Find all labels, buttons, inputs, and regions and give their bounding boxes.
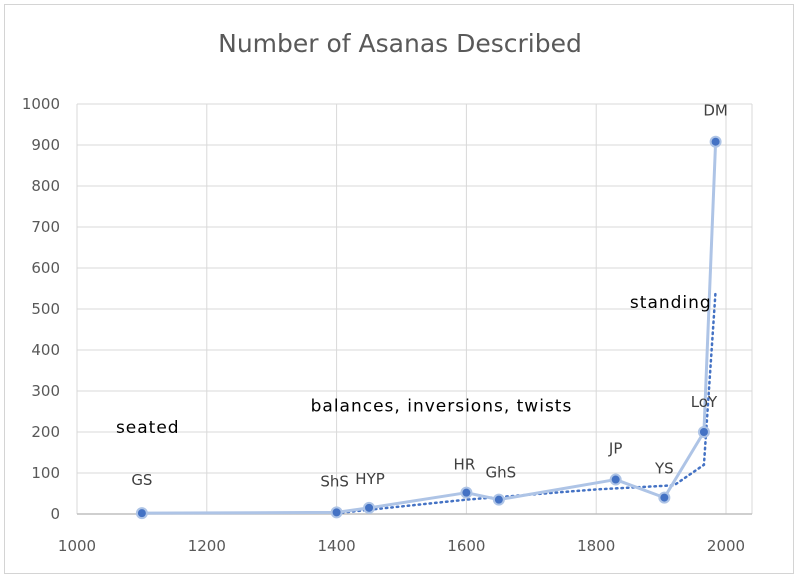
x-tick-labels: 1000 1200 1400 1600 1800 2000 bbox=[58, 537, 745, 555]
x-tick-label: 1600 bbox=[447, 537, 485, 555]
data-point-marker bbox=[709, 135, 722, 148]
data-label: HR bbox=[454, 456, 476, 474]
chart-title: Number of Asanas Described bbox=[218, 29, 582, 58]
data-point-marker bbox=[609, 473, 622, 486]
x-tick-label: 2000 bbox=[707, 537, 745, 555]
y-tick-label: 600 bbox=[31, 259, 60, 277]
data-point-marker bbox=[658, 491, 671, 504]
data-point-marker bbox=[363, 501, 376, 514]
data-point-marker bbox=[460, 486, 473, 499]
y-tick-label: 800 bbox=[31, 177, 60, 195]
data-point-marker bbox=[697, 426, 710, 438]
data-label: JP bbox=[608, 440, 622, 458]
data-point-marker bbox=[492, 493, 505, 506]
data-label: DM bbox=[703, 102, 728, 120]
y-tick-labels: 0 100 200 300 400 500 600 700 800 900 1000 bbox=[22, 95, 60, 523]
y-tick-label: 300 bbox=[31, 382, 60, 400]
y-tick-label: 900 bbox=[31, 136, 60, 154]
data-point-marker bbox=[330, 506, 343, 519]
y-tick-label: 700 bbox=[31, 218, 60, 236]
chart-frame bbox=[4, 4, 794, 574]
annotation-label: standing bbox=[630, 293, 712, 313]
data-label: GS bbox=[131, 471, 152, 489]
data-label: ShS bbox=[320, 472, 349, 490]
y-tick-label: 400 bbox=[31, 341, 60, 359]
series: GS ShS HYP HR GhS JP YS LoY DM bbox=[131, 102, 728, 520]
annotation-label: seated bbox=[116, 418, 180, 438]
x-tick-label: 1000 bbox=[58, 537, 96, 555]
x-tick-label: 1800 bbox=[577, 537, 615, 555]
y-tick-label: 200 bbox=[31, 423, 60, 441]
annotation-label: balances, inversions, twists bbox=[311, 397, 573, 417]
data-point-marker bbox=[135, 507, 148, 520]
y-tick-label: 1000 bbox=[22, 95, 60, 113]
data-label: LoY bbox=[691, 393, 718, 411]
series-line bbox=[141, 141, 718, 515]
x-tick-label: 1200 bbox=[188, 537, 226, 555]
y-tick-label: 0 bbox=[50, 505, 60, 523]
annotations: seated balances, inversions, twists standi… bbox=[116, 293, 712, 438]
data-label: GhS bbox=[486, 464, 517, 482]
y-tick-label: 100 bbox=[31, 464, 60, 482]
data-label: HYP bbox=[355, 470, 385, 488]
data-label: YS bbox=[654, 460, 674, 478]
x-tick-label: 1400 bbox=[318, 537, 356, 555]
y-tick-label: 500 bbox=[31, 300, 60, 318]
grid bbox=[76, 103, 753, 515]
